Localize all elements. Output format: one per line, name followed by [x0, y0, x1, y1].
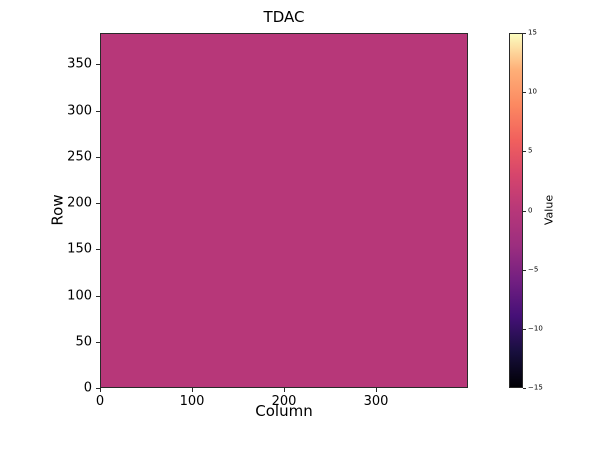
colorbar-tick-mark [523, 210, 526, 212]
x-axis-label: Column [255, 402, 313, 420]
colorbar-tick-mark [523, 33, 526, 34]
y-tick-label: 150 [67, 241, 92, 257]
y-tick-mark [96, 341, 100, 343]
y-tick-mark [96, 156, 100, 158]
colorbar-label: Value [542, 194, 556, 226]
chart-title: TDAC [263, 8, 305, 26]
y-tick-label: 350 [67, 56, 92, 72]
y-tick-label: 300 [67, 103, 92, 119]
x-tick-mark [192, 388, 193, 392]
x-tick-label: 200 [271, 394, 297, 409]
x-tick-mark [100, 388, 101, 392]
y-tick-mark [96, 203, 100, 205]
y-tick-mark [96, 249, 100, 251]
y-tick-label: 50 [75, 334, 92, 350]
y-tick-label: 250 [67, 149, 92, 165]
colorbar-tick-label: −5 [528, 265, 539, 274]
colorbar-tick-mark [523, 151, 526, 153]
colorbar-tick-label: 10 [528, 87, 537, 96]
y-tick-label: 0 [83, 380, 92, 396]
x-tick-label: 100 [179, 394, 205, 409]
y-axis-label: Row [48, 194, 67, 226]
y-tick-mark [96, 295, 100, 297]
y-tick-label: 200 [67, 195, 92, 211]
colorbar-tick-label: 0 [528, 206, 533, 214]
colorbar-tick-label: 5 [528, 146, 533, 155]
x-tick-label: 300 [363, 394, 389, 409]
colorbar-tick-mark [523, 328, 526, 330]
colorbar-tick-mark [523, 92, 526, 94]
x-tick-label: 0 [95, 394, 105, 409]
colorbar-tick-label: −15 [528, 383, 543, 392]
colorbar-tick-label: 15 [528, 28, 537, 37]
colorbar [509, 33, 523, 388]
colorbar-tick-mark [523, 388, 526, 389]
y-tick-mark [96, 110, 100, 112]
x-tick-mark [376, 388, 377, 392]
y-tick-mark [96, 388, 100, 389]
x-tick-mark [284, 388, 285, 392]
y-tick-mark [96, 64, 100, 66]
heatmap-plot [100, 33, 468, 388]
y-tick-label: 100 [67, 288, 92, 304]
colorbar-tick-label: −10 [528, 324, 543, 333]
colorbar-tick-mark [523, 269, 526, 271]
